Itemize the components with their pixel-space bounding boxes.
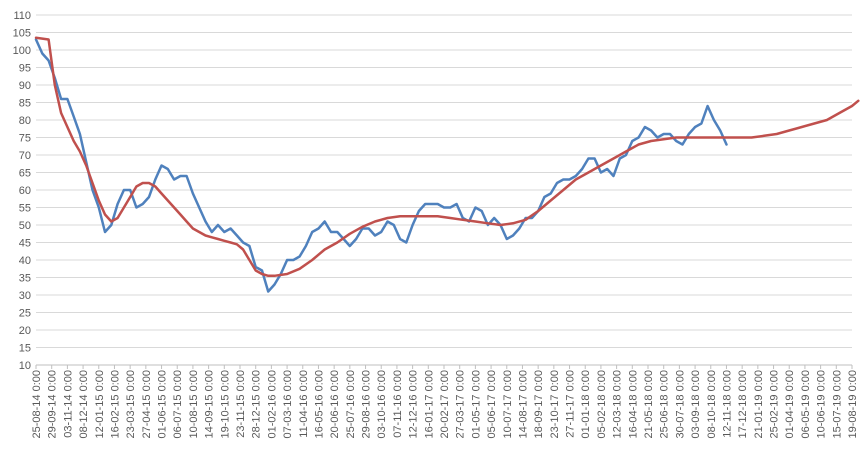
x-tick-label: 16-02-15 0:00 — [109, 370, 121, 439]
x-tick-label: 25-07-16 0:00 — [345, 370, 357, 439]
y-tick-label: 30 — [19, 290, 31, 302]
y-tick-label: 25 — [19, 308, 31, 320]
x-tick-label: 25-06-18 0:00 — [659, 370, 671, 439]
series-line-2 — [34, 36, 860, 278]
series-line-1 — [34, 38, 728, 293]
y-tick-label: 70 — [19, 150, 31, 162]
x-tick-label: 21-05-18 0:00 — [643, 370, 655, 439]
x-tick-label: 27-03-17 0:00 — [455, 370, 467, 439]
y-tick-label: 55 — [19, 203, 31, 215]
x-tick-label: 30-07-18 0:00 — [674, 370, 686, 439]
x-tick-label: 29-09-14 0:00 — [47, 370, 59, 439]
x-tick-label: 07-03-16 0:00 — [282, 370, 294, 439]
y-tick-label: 50 — [19, 220, 31, 232]
x-tick-label: 12-01-15 0:00 — [94, 370, 106, 439]
x-tick-label: 21-01-19 0:00 — [753, 370, 765, 439]
x-tick-label: 19-10-15 0:00 — [219, 370, 231, 439]
x-tick-label: 17-12-18 0:00 — [737, 370, 749, 439]
y-tick-label: 45 — [19, 238, 31, 250]
x-tick-label: 03-11-14 0:00 — [62, 370, 74, 438]
x-tick-label: 23-03-15 0:00 — [125, 370, 137, 439]
series-lines — [34, 36, 860, 293]
x-tick-label: 23-11-15 0:00 — [235, 370, 247, 438]
x-tick-label: 14-08-17 0:00 — [517, 370, 529, 439]
x-tick-label: 05-06-17 0:00 — [486, 370, 498, 439]
x-tick-label: 01-01-18 0:00 — [580, 370, 592, 439]
x-tick-label: 12-12-16 0:00 — [408, 370, 420, 439]
x-tick-label: 07-11-16 0:00 — [392, 370, 404, 438]
y-tick-label: 90 — [19, 80, 31, 92]
y-tick-label: 15 — [19, 343, 31, 355]
x-tick-label: 10-08-15 0:00 — [188, 370, 200, 439]
x-tick-label: 03-10-16 0:00 — [376, 370, 388, 439]
y-axis-tick-labels: 10 15 20 25 30 35 40 45 50 55 60 65 70 75 80 85 90 95 100 1… — [13, 10, 31, 372]
x-tick-label: 27-11-17 0:00 — [565, 370, 577, 438]
y-tick-label: 85 — [19, 98, 31, 110]
y-tick-label: 40 — [19, 255, 31, 267]
y-tick-label: 95 — [19, 63, 31, 75]
x-tick-label: 16-05-16 0:00 — [313, 370, 325, 439]
y-tick-label: 100 — [13, 45, 31, 57]
x-tick-label: 10-06-19 0:00 — [816, 370, 828, 439]
x-tick-label: 08-12-14 0:00 — [78, 370, 90, 439]
x-tick-label: 01-05-17 0:00 — [470, 370, 482, 439]
x-tick-label: 28-12-15 0:00 — [251, 370, 263, 439]
x-tick-label: 11-04-16 0:00 — [298, 370, 310, 438]
x-tick-label: 16-01-17 0:00 — [423, 370, 435, 439]
y-tick-label: 65 — [19, 168, 31, 180]
x-tick-label: 25-08-14 0:00 — [31, 370, 43, 439]
x-tick-label: 06-05-19 0:00 — [800, 370, 812, 439]
x-tick-label: 15-07-19 0:00 — [831, 370, 843, 439]
y-tick-label: 75 — [19, 133, 31, 145]
x-tick-label: 06-07-15 0:00 — [172, 370, 184, 439]
x-tick-label: 01-04-19 0:00 — [784, 370, 796, 439]
x-tick-label: 19-08-19 0:00 — [847, 370, 859, 439]
y-tick-label: 60 — [19, 185, 31, 197]
x-tick-label: 03-09-18 0:00 — [690, 370, 702, 439]
x-tick-label: 18-09-17 0:00 — [533, 370, 545, 439]
x-tick-label: 12-03-18 0:00 — [612, 370, 624, 439]
x-tick-label: 12-11-18 0:00 — [721, 370, 733, 438]
y-tick-label: 105 — [13, 28, 31, 40]
x-tick-label: 01-02-16 0:00 — [266, 370, 278, 439]
x-tick-label: 10-07-17 0:00 — [502, 370, 514, 439]
x-tick-label: 14-09-15 0:00 — [204, 370, 216, 439]
x-tick-label: 20-06-16 0:00 — [329, 370, 341, 439]
y-tick-label: 20 — [19, 325, 31, 337]
x-tick-label: 05-02-18 0:00 — [596, 370, 608, 439]
y-tick-label: 10 — [19, 360, 31, 372]
x-tick-label: 01-06-15 0:00 — [157, 370, 169, 439]
x-tick-label: 16-04-18 0:00 — [627, 370, 639, 439]
x-tick-label: 23-10-17 0:00 — [549, 370, 561, 439]
x-tick-label: 20-02-17 0:00 — [439, 370, 451, 439]
x-tick-label: 29-08-16 0:00 — [361, 370, 373, 439]
y-tick-label: 110 — [13, 10, 31, 22]
x-axis-tick-labels: 25-08-14 0:00 29-09-14 0:00 03-11-14 0:00 0… — [31, 365, 859, 439]
y-tick-label: 80 — [19, 115, 31, 127]
x-tick-label: 08-10-18 0:00 — [706, 370, 718, 439]
y-tick-label: 35 — [19, 273, 31, 285]
x-tick-label: 25-02-19 0:00 — [769, 370, 781, 439]
x-tick-label: 27-04-15 0:00 — [141, 370, 153, 439]
